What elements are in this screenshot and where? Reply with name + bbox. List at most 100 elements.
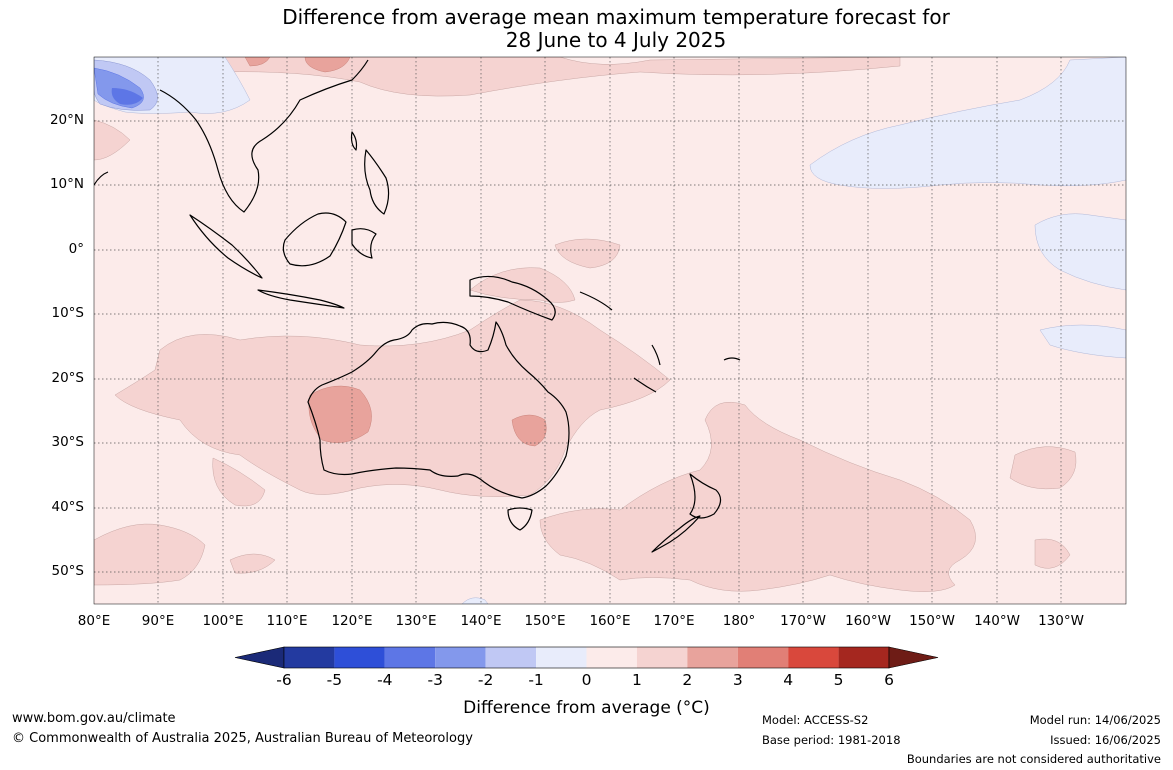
colorbar-tick-label: -5 <box>326 671 343 689</box>
fiji-islands <box>723 357 741 361</box>
sumatra-coastline <box>189 214 263 279</box>
lon-label-130w: 130°W <box>1038 613 1084 629</box>
wa-interior-hotspot <box>308 385 372 443</box>
colorbar-cell <box>636 647 688 668</box>
australia-coastline <box>307 321 570 499</box>
colorbar-extend-high <box>888 646 939 669</box>
north-pacific-cool <box>809 57 1126 189</box>
chart-title-line2: 28 June to 4 July 2025 <box>505 28 727 52</box>
lon-label-120e: 120°E <box>331 613 373 629</box>
colorbar-tick-label: 0 <box>581 671 592 689</box>
colorbar-tick-label: 4 <box>783 671 794 689</box>
lon-label-110e: 110°E <box>266 613 308 629</box>
model-run-date: Model run: 14/06/2025 <box>1029 713 1161 727</box>
colorbar-cell <box>284 647 335 668</box>
vanuatu-islands <box>651 344 661 366</box>
colorbar-cell <box>536 647 587 668</box>
lon-label-180: 180° <box>722 613 756 629</box>
australia-warm-region <box>114 299 671 497</box>
lon-label-170w: 170°W <box>780 613 826 629</box>
lat-label-10n: 10°N <box>49 176 84 192</box>
colorbar-tick-label: -4 <box>377 671 393 689</box>
colorbar-cell <box>788 647 839 668</box>
north-pacific-hotspot <box>304 57 351 73</box>
equatorial-warm-patch <box>554 238 621 269</box>
india-coastline <box>94 171 109 186</box>
east-pacific-warm-patch <box>1009 446 1077 490</box>
lon-label-80e: 80°E <box>77 613 111 629</box>
lon-label-150e: 150°E <box>524 613 566 629</box>
website-link[interactable]: www.bom.gov.au/climate <box>12 711 176 726</box>
colorbar-tick-label: 6 <box>884 671 894 689</box>
borneo-coastline <box>282 212 347 267</box>
coastlines <box>94 59 741 553</box>
chart-title-line1: Difference from average mean maximum tem… <box>282 5 950 29</box>
lat-label-10s: 10°S <box>51 305 85 321</box>
model-name: Model: ACCESS-S2 <box>762 713 869 727</box>
colorbar-tick-label: -2 <box>477 671 494 689</box>
colorbar-tick-label: 5 <box>833 671 844 689</box>
lat-label-30s: 30°S <box>51 434 85 450</box>
lon-label-160e: 160°E <box>589 613 631 629</box>
india-warm-patch <box>94 119 131 161</box>
lat-label-50s: 50°S <box>51 563 85 579</box>
java-coastline <box>257 289 345 309</box>
colorbar-cells <box>283 646 890 669</box>
lon-label-160w: 160°W <box>845 613 891 629</box>
issued-date: Issued: 16/06/2025 <box>1050 733 1161 747</box>
central-pacific-cool <box>1034 213 1126 291</box>
lat-label-equator: 0° <box>68 241 84 257</box>
colorbar-extend-low <box>234 646 285 669</box>
new-zealand-south-island <box>651 515 701 553</box>
philippines-coastline <box>364 149 390 215</box>
colorbar-cell <box>435 647 486 668</box>
map-frame <box>93 56 1127 605</box>
boundary-disclaimer: Boundaries are not considered authoritat… <box>906 752 1161 766</box>
colorbar-cell <box>384 647 436 668</box>
lat-label-20n: 20°N <box>49 112 84 128</box>
new-guinea-coastline <box>469 275 556 321</box>
lon-label-170e: 170°E <box>653 613 695 629</box>
copyright-text: © Commonwealth of Australia 2025, Austra… <box>12 731 473 746</box>
southern-ocean-warm-patch-2 <box>229 553 276 574</box>
lat-label-40s: 40°S <box>51 499 85 515</box>
southern-ocean-warm-patch <box>94 523 206 586</box>
colorbar-cell <box>687 647 738 668</box>
colorbar-cell <box>838 647 889 668</box>
colorbar-cell <box>485 647 537 668</box>
lon-label-140w: 140°W <box>974 613 1020 629</box>
southern-ocean-cool <box>461 597 489 604</box>
lon-label-130e: 130°E <box>395 613 437 629</box>
strong-warm-anomaly-regions <box>244 57 547 447</box>
colorbar-cell <box>586 647 637 668</box>
colorbar-tick-label: 1 <box>631 671 642 689</box>
southeast-asia-coastline <box>159 59 369 213</box>
colorbar-cell <box>334 647 385 668</box>
colorbar-tick-label: -3 <box>427 671 443 689</box>
lon-label-100e: 100°E <box>202 613 244 629</box>
new-caledonia <box>633 377 657 393</box>
graticule <box>94 57 1126 604</box>
warm-anomaly-regions <box>94 57 1077 592</box>
colorbar-title: Difference from average (°C) <box>463 698 710 718</box>
taiwan-coastline <box>350 131 358 151</box>
colorbar-tick-label: 2 <box>682 671 693 689</box>
colorbar-tick-label: -6 <box>276 671 292 689</box>
lon-label-90e: 90°E <box>141 613 175 629</box>
solomon-islands <box>579 291 613 311</box>
southeast-pacific-cool <box>1039 324 1126 359</box>
base-period: Base period: 1981-2018 <box>762 733 901 747</box>
sulawesi-coastline <box>351 228 377 259</box>
lon-label-140e: 140°E <box>460 613 502 629</box>
colorbar-tick-label: 3 <box>732 671 743 689</box>
lat-label-20s: 20°S <box>51 370 85 386</box>
new-zealand-north-island <box>689 473 722 519</box>
colorbar-cell <box>737 647 789 668</box>
lon-label-150w: 150°W <box>909 613 955 629</box>
cool-anomaly-regions <box>94 57 1126 604</box>
tasmania-coastline <box>507 507 533 531</box>
qld-hotspot <box>511 414 547 447</box>
bay-of-bengal-cool-3 <box>111 88 143 105</box>
